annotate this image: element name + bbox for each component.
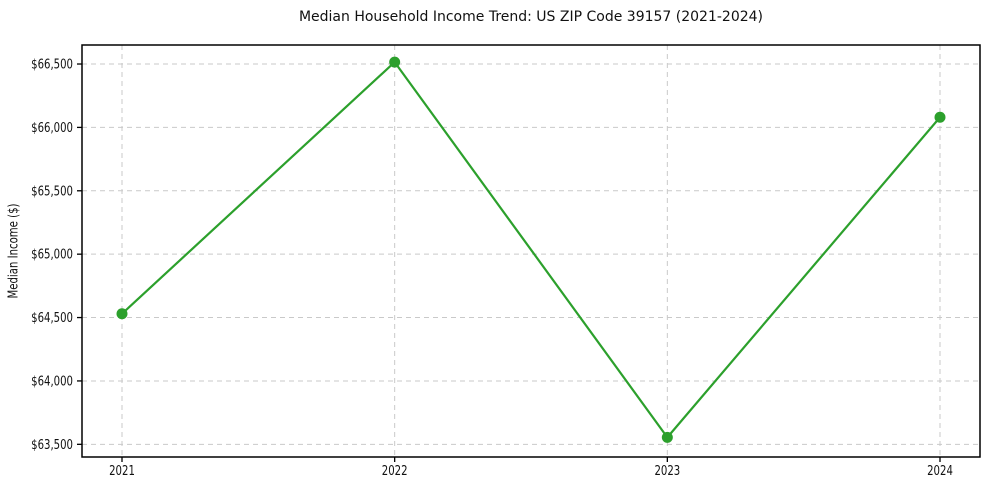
data-point-2021 [116, 308, 128, 320]
x-tick-label: 2022 [382, 463, 408, 479]
trend-line [120, 61, 942, 439]
data-point-2024 [934, 111, 946, 123]
data-point-2023 [661, 431, 673, 443]
y-tick-label: $66,500 [31, 56, 73, 72]
y-tick-label: $65,500 [31, 183, 73, 199]
y-tick-label: $63,500 [31, 437, 73, 453]
x-tick-label: 2023 [654, 463, 680, 479]
y-tick-label: $66,000 [31, 120, 73, 136]
y-tick-label: $64,000 [31, 373, 73, 389]
axes-box [81, 44, 981, 458]
x-tick-label: 2024 [927, 463, 953, 479]
y-tick-label: $64,500 [31, 310, 73, 326]
data-point-2022 [389, 56, 401, 68]
x-tick-label: 2021 [109, 463, 135, 479]
chart-title: Median Household Income Trend: US ZIP Co… [298, 9, 764, 25]
y-tick-label: $65,000 [31, 246, 73, 262]
y-axis-label: Median Income ($) [6, 203, 22, 299]
